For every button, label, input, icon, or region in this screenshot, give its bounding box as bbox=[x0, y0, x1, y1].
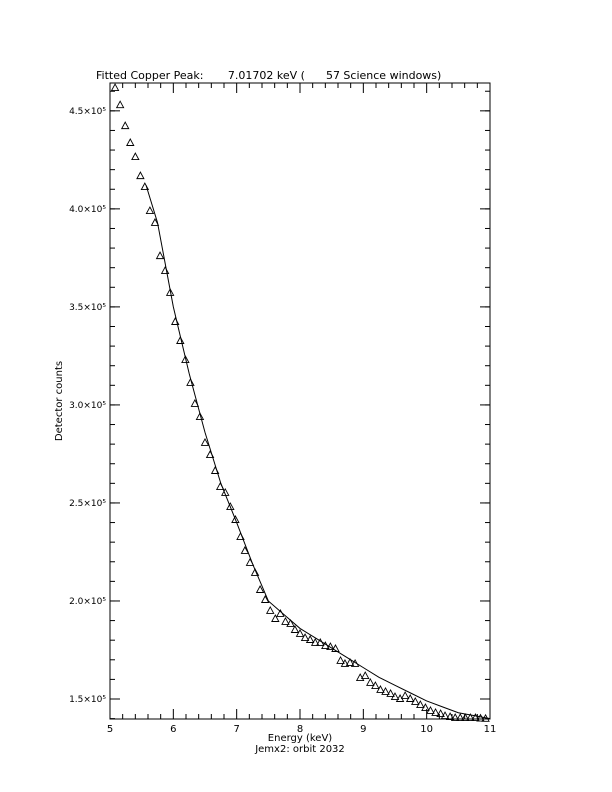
data-point bbox=[181, 355, 190, 363]
data-point bbox=[471, 713, 480, 721]
data-point bbox=[260, 595, 270, 603]
data-point bbox=[436, 709, 445, 718]
y-tick-label: 4.0×10⁵ bbox=[69, 205, 106, 215]
x-tick-label: 9 bbox=[360, 724, 366, 735]
y-tick-label: 2.5×10⁵ bbox=[69, 499, 106, 509]
data-point bbox=[340, 658, 350, 667]
data-point bbox=[231, 515, 240, 523]
x-tick-label: 10 bbox=[420, 724, 433, 735]
x-tick-label: 7 bbox=[233, 724, 239, 735]
chart-title: Fitted Copper Peak: 7.01702 keV ( 57 Sci… bbox=[96, 69, 441, 82]
data-point bbox=[131, 152, 140, 161]
data-point bbox=[290, 625, 300, 633]
data-point bbox=[295, 628, 305, 637]
x-tick-label: 8 bbox=[297, 724, 303, 735]
subtitle: Jemx2: orbit 2032 bbox=[254, 744, 345, 755]
fit-line bbox=[145, 185, 491, 720]
data-point bbox=[240, 546, 250, 554]
data-point bbox=[440, 711, 450, 720]
data-point bbox=[411, 696, 420, 705]
data-point bbox=[115, 100, 125, 109]
data-point bbox=[155, 251, 165, 260]
data-point bbox=[286, 618, 295, 627]
data-point bbox=[445, 712, 455, 720]
data-point bbox=[431, 707, 440, 716]
data-point bbox=[366, 677, 375, 686]
data-point bbox=[226, 502, 235, 511]
data-point bbox=[300, 633, 310, 641]
data-point bbox=[110, 83, 120, 92]
y-tick-label: 3.0×10⁵ bbox=[69, 401, 106, 411]
x-tick-label: 11 bbox=[484, 724, 497, 735]
y-axis-label: Detector counts bbox=[54, 361, 65, 441]
data-point bbox=[200, 438, 210, 446]
data-point bbox=[281, 617, 290, 625]
data-point bbox=[345, 657, 355, 666]
data-point bbox=[360, 671, 370, 680]
data-point bbox=[195, 412, 205, 421]
data-point bbox=[455, 713, 465, 721]
data-point bbox=[126, 138, 135, 146]
y-tick-label: 2.0×10⁵ bbox=[69, 597, 106, 607]
data-point bbox=[390, 692, 400, 700]
data-point bbox=[150, 218, 160, 226]
data-point bbox=[416, 700, 425, 709]
data-point bbox=[466, 713, 475, 721]
data-point bbox=[376, 685, 385, 693]
data-point bbox=[120, 121, 130, 130]
data-point bbox=[461, 713, 470, 721]
data-point bbox=[136, 171, 145, 180]
data-point bbox=[371, 681, 380, 690]
x-tick-label: 6 bbox=[170, 724, 176, 735]
x-axis-label: Energy (keV) bbox=[268, 733, 333, 744]
data-point bbox=[265, 606, 275, 614]
y-tick-label: 4.5×10⁵ bbox=[69, 107, 106, 117]
y-tick-label: 1.5×10⁵ bbox=[69, 695, 106, 705]
data-point bbox=[421, 703, 430, 711]
data-point bbox=[450, 713, 460, 721]
data-point bbox=[405, 694, 415, 702]
data-point bbox=[250, 567, 260, 576]
x-tick-label: 5 bbox=[107, 724, 113, 735]
data-point bbox=[305, 635, 315, 643]
data-point bbox=[386, 688, 395, 697]
data-point bbox=[476, 713, 485, 722]
data-point bbox=[271, 614, 280, 622]
data-point bbox=[336, 656, 345, 664]
data-point bbox=[331, 644, 340, 652]
data-point bbox=[255, 585, 265, 593]
data-point bbox=[165, 288, 175, 296]
data-point bbox=[176, 336, 185, 344]
data-point bbox=[381, 686, 390, 695]
y-tick-label: 3.5×10⁵ bbox=[69, 303, 106, 313]
data-point bbox=[400, 691, 410, 700]
data-point bbox=[310, 637, 320, 646]
data-point bbox=[426, 706, 435, 714]
data-point bbox=[186, 378, 195, 386]
data-point bbox=[190, 398, 200, 407]
data-point bbox=[145, 206, 155, 214]
